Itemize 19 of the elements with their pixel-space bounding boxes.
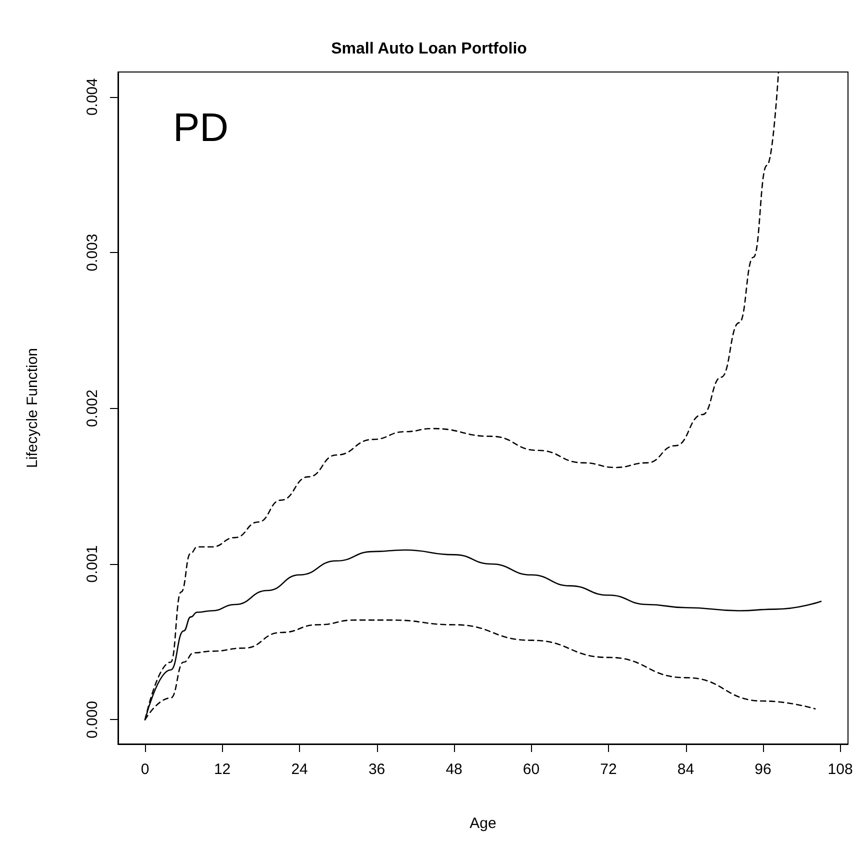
y-tick-label: 0.000 [84,700,101,738]
y-axis-title: Lifecycle Function [24,348,41,468]
chart-title: Small Auto Loan Portfolio [331,40,528,58]
y-tick-label: 0.001 [84,545,101,583]
x-tick-label: 24 [291,761,308,778]
annotation: PD [173,106,229,150]
x-tick-label: 60 [522,761,540,778]
y-tick-label: 0.002 [84,390,101,428]
x-tick-label: 108 [828,761,853,778]
x-tick-label: 12 [214,761,231,778]
x-tick-label: 0 [140,761,150,778]
x-axis-title: Age [470,815,496,832]
x-tick-label: 96 [754,761,772,778]
x-tick-label: 72 [600,761,617,778]
x-tick-label: 48 [446,761,462,778]
y-tick-label: 0.004 [84,78,101,116]
y-tick-label: 0.003 [84,234,101,272]
x-tick-label: 36 [368,761,386,778]
x-tick-label: 84 [677,761,694,778]
